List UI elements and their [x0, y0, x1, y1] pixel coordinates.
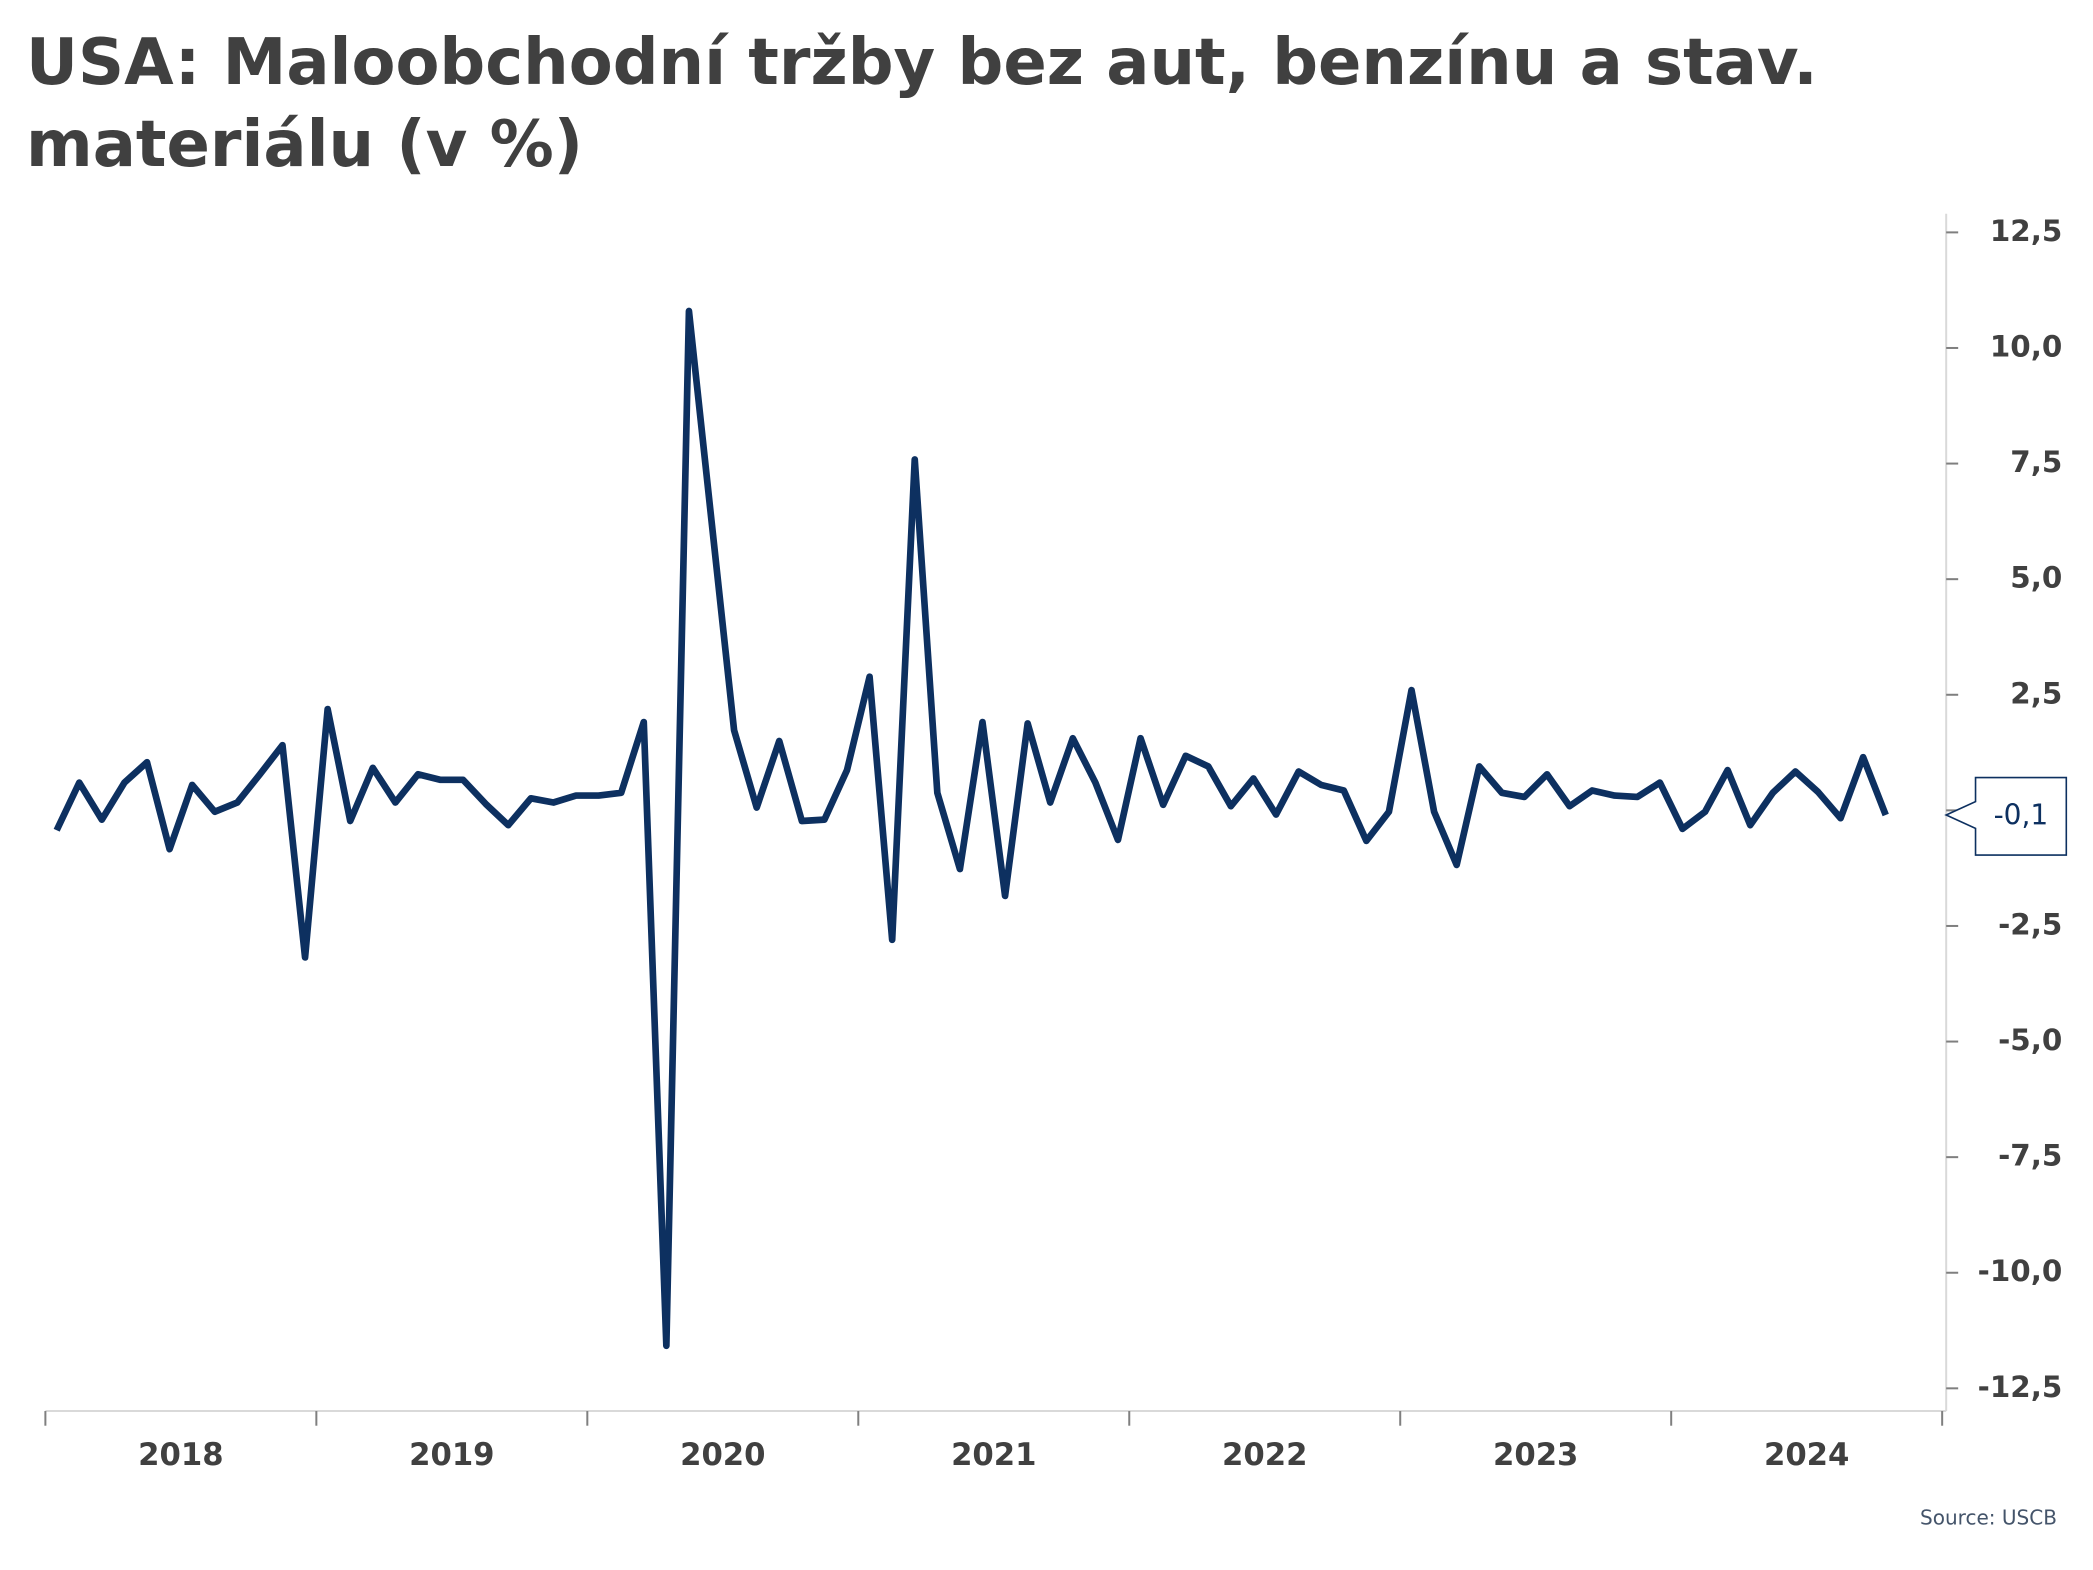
source: Source: USCB [1920, 1506, 2057, 1530]
value-label: -0,1 [1994, 798, 2049, 831]
y-tick-label: -10,0 [1978, 1254, 2063, 1288]
x-tick-label: 2023 [1493, 1438, 1578, 1473]
y-tick-label: -2,5 [1998, 907, 2062, 941]
chart-title: USA: Maloobchodní tržby bez aut, benzínu… [26, 26, 1818, 182]
y-tick-label: 5,0 [2010, 561, 2062, 595]
line-series [53, 307, 1889, 1350]
x-tick-label: 2018 [138, 1438, 223, 1473]
y-tick-label: 10,0 [1990, 329, 2062, 363]
y-tick-label: 2,5 [2010, 676, 2062, 710]
x-tick-label: 2024 [1764, 1438, 1849, 1473]
y-tick-label: 12,5 [1990, 214, 2062, 248]
value-callout [1944, 776, 2068, 856]
y-tick-label: -12,5 [1978, 1370, 2063, 1404]
x-tick-label: 2020 [680, 1438, 765, 1473]
y-tick-label: 7,5 [2010, 445, 2062, 479]
x-tick-label: 2021 [951, 1438, 1036, 1473]
x-tick-label: 2019 [409, 1438, 494, 1473]
x-tick-label: 2022 [1222, 1438, 1307, 1473]
y-tick-label: -7,5 [1998, 1139, 2062, 1173]
y-tick-label: -5,0 [1998, 1023, 2062, 1057]
